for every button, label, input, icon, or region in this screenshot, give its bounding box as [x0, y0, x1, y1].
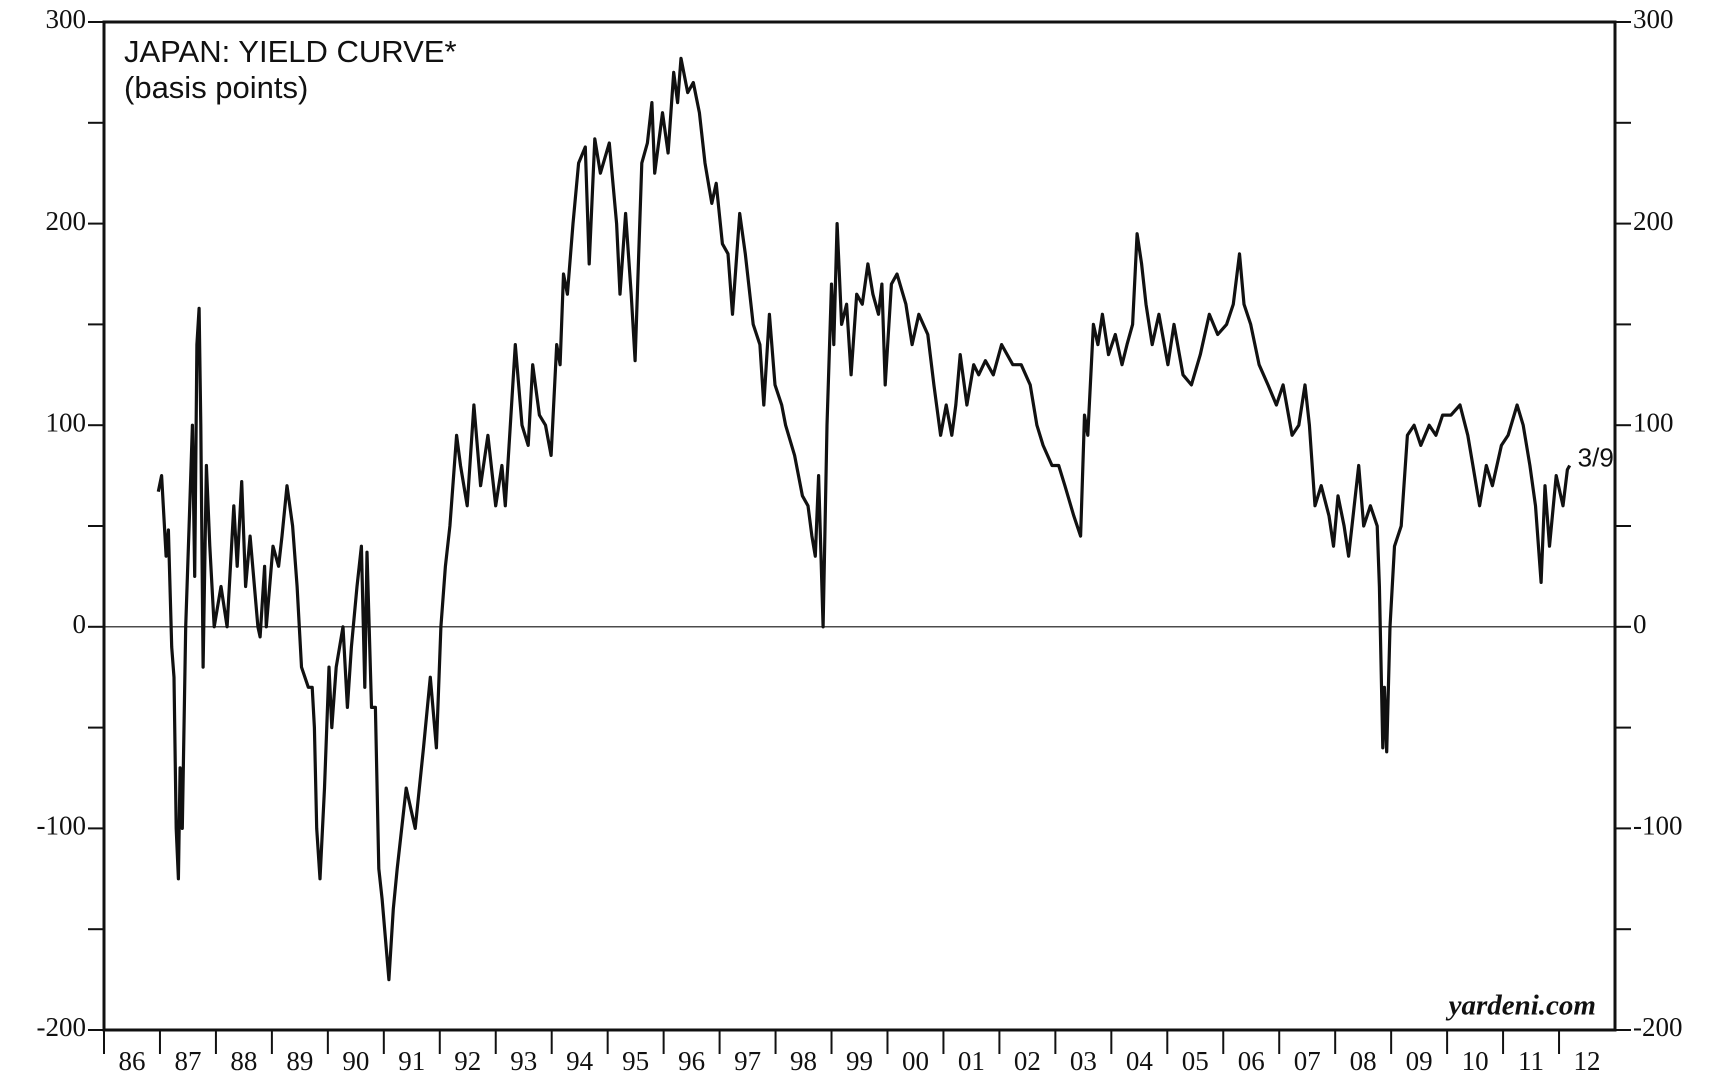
x-tick-label: 95	[622, 1046, 649, 1076]
x-tick-label: 93	[510, 1046, 537, 1076]
y2-tick-label: 0	[1633, 609, 1647, 639]
y2-tick-label: 100	[1633, 407, 1674, 437]
x-tick-label: 06	[1238, 1046, 1265, 1076]
x-tick-label: 08	[1350, 1046, 1377, 1076]
y-tick-label: 300	[46, 4, 87, 34]
x-tick-label: 96	[678, 1046, 705, 1076]
y2-tick-label: 200	[1633, 206, 1674, 236]
x-tick-label: 97	[734, 1046, 761, 1076]
x-tick-label: 01	[958, 1046, 985, 1076]
x-tick-label: 87	[174, 1046, 201, 1076]
x-tick-label: 09	[1406, 1046, 1433, 1076]
y-tick-label: -100	[37, 811, 87, 841]
x-tick-label: 91	[398, 1046, 425, 1076]
y-tick-label: -200	[37, 1012, 87, 1042]
x-tick-label: 92	[454, 1046, 481, 1076]
y-tick-label: 100	[46, 407, 87, 437]
y-tick-label: 200	[46, 206, 87, 236]
x-tick-label: 10	[1462, 1046, 1489, 1076]
y-tick-label: 0	[73, 609, 87, 639]
x-tick-label: 11	[1518, 1046, 1544, 1076]
x-tick-label: 03	[1070, 1046, 1097, 1076]
x-tick-label: 89	[286, 1046, 313, 1076]
x-tick-label: 88	[230, 1046, 257, 1076]
source-label: yardeni.com	[1446, 990, 1596, 1022]
series-line	[156, 56, 1572, 982]
x-tick-label: 90	[342, 1046, 369, 1076]
x-tick-label: 04	[1126, 1046, 1154, 1076]
x-tick-label: 00	[902, 1046, 929, 1076]
end-label: 3/9	[1578, 442, 1614, 472]
chart-subtitle: (basis points)	[124, 70, 308, 105]
x-tick-label: 05	[1182, 1046, 1209, 1076]
x-tick-label: 98	[790, 1046, 817, 1076]
plot-frame	[102, 20, 1617, 1032]
y2-tick-label: -100	[1633, 811, 1683, 841]
y2-tick-label: 300	[1633, 4, 1674, 34]
x-tick-label: 07	[1294, 1046, 1321, 1076]
chart-title: JAPAN: YIELD CURVE*	[124, 34, 457, 69]
x-tick-label: 86	[118, 1046, 145, 1076]
x-tick-label: 12	[1574, 1046, 1601, 1076]
x-tick-label: 02	[1014, 1046, 1041, 1076]
x-tick-label: 99	[846, 1046, 873, 1076]
x-tick-label: 94	[566, 1046, 594, 1076]
y2-tick-label: -200	[1633, 1012, 1683, 1042]
